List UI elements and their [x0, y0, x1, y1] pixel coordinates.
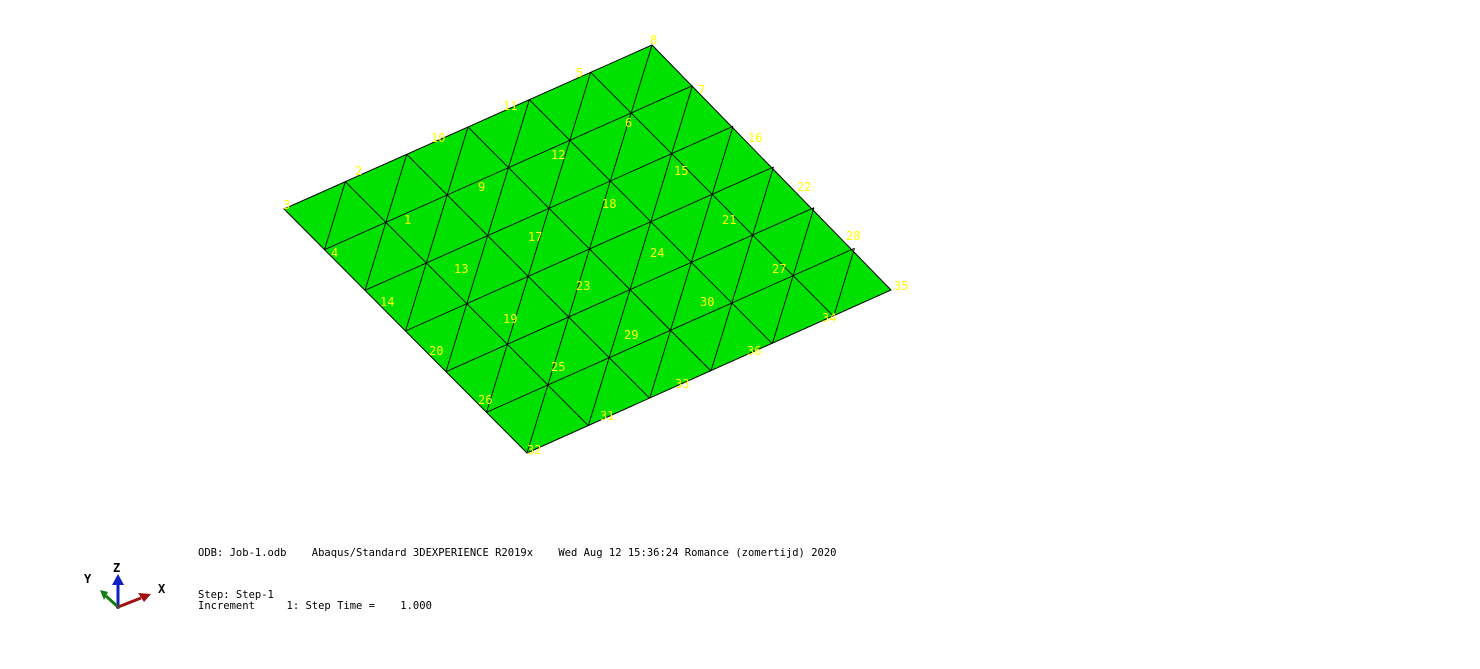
step-info-line: Step: Step-1: [198, 589, 274, 601]
node-label-9: 9: [478, 180, 485, 194]
node-label-24: 24: [650, 246, 664, 260]
node-label-5: 5: [576, 66, 583, 80]
mesh-diagonal: [711, 126, 734, 195]
mesh-diagonal: [752, 166, 774, 236]
mesh-diagonal: [425, 194, 448, 264]
mesh-diagonal: [508, 99, 530, 168]
node-label-14: 14: [380, 295, 394, 309]
node-label-1: 1: [404, 213, 411, 227]
node-label-19: 19: [503, 312, 517, 326]
node-label-8: 8: [650, 33, 657, 47]
node-label-4: 4: [331, 246, 338, 260]
node-label-28: 28: [846, 229, 860, 243]
node-label-32: 32: [527, 443, 541, 457]
node-label-34: 34: [822, 311, 836, 325]
node-label-30: 30: [700, 295, 714, 309]
odb-info-line: ODB: Job-1.odb Abaqus/Standard 3DEXPERIE…: [198, 547, 837, 559]
mesh-diagonal: [650, 153, 673, 222]
mesh-diagonal: [548, 140, 571, 209]
mesh: [283, 44, 892, 454]
mesh-diagonal: [466, 235, 489, 304]
node-label-35: 35: [894, 279, 908, 293]
node-label-17: 17: [528, 230, 542, 244]
mesh-diagonal: [446, 126, 469, 196]
mesh-diagonal: [385, 154, 408, 223]
node-label-10: 10: [431, 131, 445, 145]
mesh-diagonal: [526, 384, 549, 454]
mesh-diagonal: [609, 112, 632, 182]
mesh-diagonal: [486, 344, 508, 413]
y-axis-label: Y: [84, 572, 92, 586]
triad-origin: [116, 605, 120, 609]
x-axis-label: X: [158, 582, 166, 596]
node-label-2: 2: [355, 164, 362, 178]
z-axis-arrow: [112, 574, 124, 585]
mesh-diagonal: [487, 167, 509, 236]
node-label-3: 3: [283, 198, 290, 212]
node-label-36: 36: [747, 344, 761, 358]
mesh-diagonal: [569, 72, 592, 141]
mesh-diagonal: [629, 221, 652, 290]
mesh-diagonal: [630, 44, 653, 114]
mesh-diagonal: [547, 316, 570, 386]
mesh-diagonal: [506, 276, 529, 345]
mesh-diagonal: [445, 303, 468, 372]
y-axis-line: [104, 594, 120, 609]
mesh-diagonal: [671, 85, 693, 154]
mesh-diagonal: [364, 222, 387, 291]
mesh-diagonal: [833, 248, 855, 317]
mesh-diagonal: [792, 207, 815, 276]
node-label-23: 23: [576, 279, 590, 293]
mesh-diagonal: [589, 180, 611, 250]
node-label-11: 11: [503, 99, 517, 113]
mesh-diagonal: [608, 289, 631, 358]
node-label-6: 6: [625, 116, 632, 130]
mesh-diagonal: [324, 181, 346, 250]
node-labels: 8 5 7 11 6 16 10 12 2 15 22 9 3 18 1 21 17 28 4 24 13 27 23 35 1…: [283, 33, 908, 457]
node-label-16: 16: [748, 131, 762, 145]
mesh-diagonal: [771, 275, 794, 344]
node-label-20: 20: [429, 344, 443, 358]
node-label-7: 7: [698, 83, 705, 97]
node-label-33: 33: [675, 377, 689, 391]
node-label-21: 21: [722, 213, 736, 227]
mesh-diagonal: [670, 262, 692, 331]
x-axis-line: [117, 596, 142, 609]
mesh-diagonal: [710, 302, 733, 372]
axis-triad: Z X Y: [84, 561, 166, 609]
mesh-diagonal: [649, 330, 671, 399]
node-label-13: 13: [454, 262, 468, 276]
mesh-diagonal: [405, 262, 427, 332]
x-axis-arrow: [138, 593, 151, 602]
node-label-15: 15: [674, 164, 688, 178]
mesh-diagonal: [568, 248, 590, 318]
node-label-31: 31: [600, 409, 614, 423]
node-label-26: 26: [478, 393, 492, 407]
increment-info-line: Increment 1: Step Time = 1.000: [198, 600, 432, 612]
node-label-25: 25: [551, 360, 565, 374]
z-axis-label: Z: [113, 561, 120, 575]
node-label-29: 29: [624, 328, 638, 342]
node-label-22: 22: [797, 180, 811, 194]
node-label-12: 12: [551, 148, 565, 162]
mesh-diagonal: [587, 357, 610, 426]
mesh-diagonal: [731, 234, 754, 304]
shell-surface[interactable]: [283, 44, 892, 454]
node-label-18: 18: [602, 197, 616, 211]
y-axis-arrow: [100, 590, 108, 600]
node-label-27: 27: [772, 262, 786, 276]
mesh-diagonal: [690, 194, 713, 263]
mesh-diagonal: [527, 208, 550, 277]
